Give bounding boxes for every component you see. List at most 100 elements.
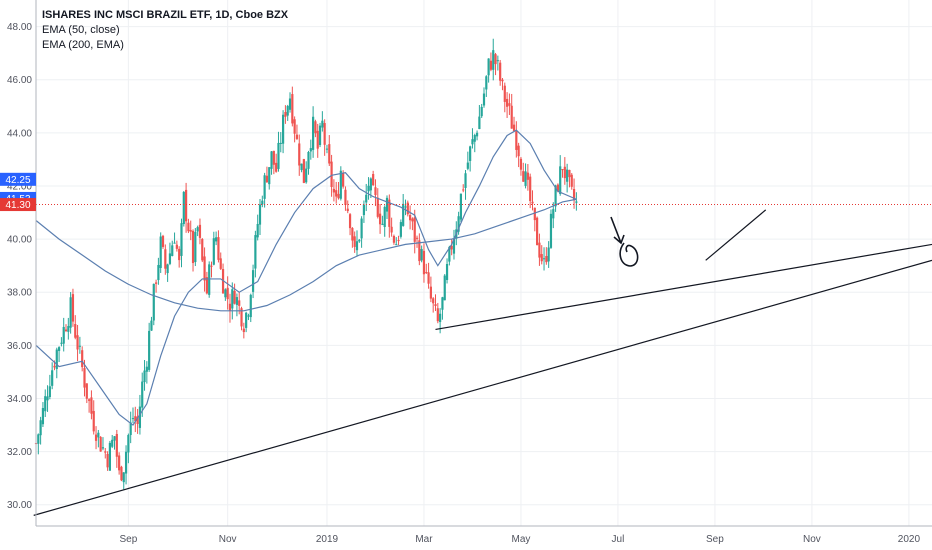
candle xyxy=(561,169,564,178)
candle xyxy=(367,177,370,200)
candle xyxy=(466,151,469,171)
trendline-upper-channel[interactable] xyxy=(705,209,767,261)
candle xyxy=(104,448,107,459)
candle xyxy=(249,293,252,323)
candle xyxy=(381,215,384,226)
ema-200-line xyxy=(35,198,577,312)
candle xyxy=(406,200,409,217)
candle xyxy=(348,213,352,236)
candle xyxy=(88,398,91,413)
candle xyxy=(124,445,128,485)
candle xyxy=(275,153,278,173)
price-badge: 42.25 xyxy=(0,172,36,186)
candle xyxy=(159,232,162,273)
candle xyxy=(575,192,578,211)
candle xyxy=(268,167,271,190)
candle xyxy=(512,116,516,133)
candle xyxy=(346,200,349,214)
candle xyxy=(413,209,416,254)
candle xyxy=(492,38,495,81)
candle xyxy=(185,182,188,233)
candle xyxy=(270,151,273,175)
candle xyxy=(443,274,446,301)
candle xyxy=(360,216,363,248)
candle xyxy=(166,263,169,282)
candle xyxy=(90,390,93,420)
candle xyxy=(499,59,502,86)
candle xyxy=(469,145,472,172)
candle xyxy=(517,142,520,168)
candle xyxy=(286,104,289,121)
price-axis[interactable]: 30.00 32.00 34.00 36.00 38.00 40.00 42.00 44.00… xyxy=(7,0,37,526)
candle xyxy=(464,169,467,200)
candle xyxy=(215,231,218,246)
x-tick-label: Sep xyxy=(119,534,137,545)
candle xyxy=(113,436,116,450)
y-tick-label: 42.00 xyxy=(7,181,32,192)
candle xyxy=(519,156,523,176)
candle xyxy=(568,169,571,188)
y-tick-label: 40.00 xyxy=(7,235,32,246)
indicator-ema200[interactable]: EMA (200, EMA) xyxy=(42,39,124,51)
candle xyxy=(365,183,368,212)
candle xyxy=(358,239,361,243)
candle xyxy=(295,124,299,141)
candle xyxy=(415,235,419,248)
time-axis[interactable]: Sep Nov 2019 Mar May Jul Sep Nov 2020 xyxy=(36,525,932,545)
y-tick-label: 46.00 xyxy=(7,75,32,86)
candle xyxy=(67,317,70,340)
candle xyxy=(323,119,326,156)
candle xyxy=(245,311,248,333)
candle xyxy=(57,346,61,363)
candle xyxy=(540,245,543,265)
candle xyxy=(372,170,375,186)
candle xyxy=(572,178,576,209)
x-tick-label: Nov xyxy=(803,534,821,545)
candle xyxy=(277,131,280,172)
candle xyxy=(390,217,393,237)
candle xyxy=(235,293,239,317)
candle xyxy=(62,317,65,352)
indicator-ema50[interactable]: EMA (50, close) xyxy=(42,24,120,36)
candle xyxy=(37,433,40,455)
candle xyxy=(307,150,310,175)
candle xyxy=(55,347,58,379)
candle xyxy=(201,237,204,263)
price-badge-label: 41.30 xyxy=(5,200,30,211)
y-tick-label: 38.00 xyxy=(7,288,32,299)
candle xyxy=(231,282,234,320)
candle xyxy=(318,122,322,148)
candle xyxy=(496,55,499,71)
candle xyxy=(76,324,79,362)
candle xyxy=(39,416,42,445)
candle xyxy=(480,103,483,118)
candle xyxy=(314,119,317,138)
x-tick-label: May xyxy=(511,534,530,545)
y-tick-label: 30.00 xyxy=(7,500,32,511)
y-tick-label: 36.00 xyxy=(7,341,32,352)
candle xyxy=(71,288,75,327)
trendline-short-support[interactable] xyxy=(435,243,932,331)
candle xyxy=(554,184,557,212)
candle xyxy=(399,219,402,239)
trendlines xyxy=(33,209,932,516)
candle xyxy=(187,218,190,234)
candle xyxy=(210,261,213,278)
candle xyxy=(272,150,275,175)
candle xyxy=(353,231,356,253)
candle xyxy=(450,239,453,256)
candle xyxy=(473,133,476,153)
candle xyxy=(531,190,534,211)
candle xyxy=(129,411,132,444)
candle xyxy=(305,161,308,184)
trendline-long-support[interactable] xyxy=(33,259,932,516)
candle xyxy=(503,82,506,113)
drawing-annotations xyxy=(610,216,639,267)
candle xyxy=(224,288,227,301)
candle xyxy=(131,407,135,424)
candle xyxy=(85,383,88,404)
candle xyxy=(99,436,102,452)
candle xyxy=(196,225,199,237)
chart-title[interactable]: ISHARES INC MSCI BRAZIL ETF, 1D, Cboe BZ… xyxy=(42,9,289,21)
